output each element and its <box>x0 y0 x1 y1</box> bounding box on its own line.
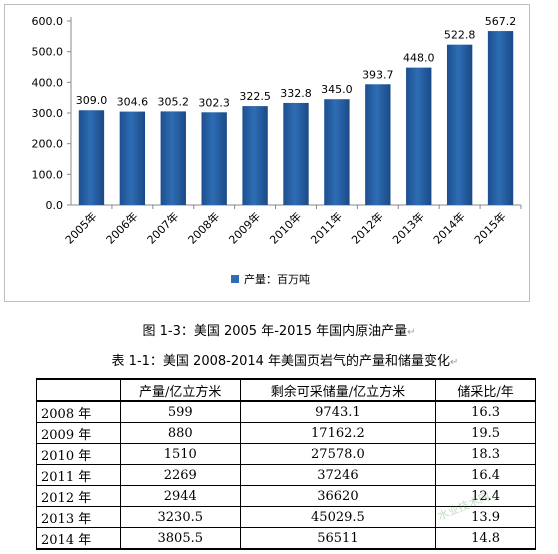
bar <box>201 112 227 205</box>
y-tick-label: 200.0 <box>32 138 64 151</box>
table-header-cell: 产量/亿立方米 <box>119 378 241 402</box>
year-cell: 2013 年 <box>36 506 121 528</box>
bar <box>283 102 309 205</box>
bar <box>160 111 186 205</box>
bar-value-label: 332.8 <box>280 87 312 100</box>
bar-value-label: 309.0 <box>76 94 108 107</box>
bar <box>446 44 473 205</box>
value-cell: 18.3 <box>435 443 536 465</box>
value-cell: 16.3 <box>435 400 536 423</box>
value-cell: 2944 <box>119 485 241 507</box>
legend-label: 产量：百万吨 <box>244 272 310 286</box>
bar <box>406 67 432 205</box>
bar-value-label: 304.6 <box>117 96 149 109</box>
value-cell: 56511 <box>239 527 437 550</box>
bar-value-label: 322.5 <box>239 90 271 103</box>
y-tick-label: 500.0 <box>32 46 64 59</box>
x-tick-label: 2010年 <box>267 209 304 246</box>
x-tick-label: 2013年 <box>389 209 426 246</box>
table-row: 2008 年 599 9743.1 16.3 <box>36 400 536 423</box>
bar <box>365 84 391 205</box>
legend-swatch <box>231 275 239 283</box>
table-caption-text: 表 1-1：美国 2008-2014 年美国页岩气的产量和储量变化 <box>111 354 451 369</box>
x-tick-label: 2009年 <box>226 209 263 246</box>
value-cell: 2269 <box>119 464 241 486</box>
table-row: 2009 年 880 17162.2 19.5 <box>36 422 536 444</box>
year-cell: 2014 年 <box>36 527 121 550</box>
bar-value-label: 305.2 <box>158 95 190 108</box>
x-tick-label: 2006年 <box>103 209 140 246</box>
production-bar-chart: 0.0 100.0 200.0 300.0 400.0 500.0 600.0 309.0 20… <box>32 15 522 286</box>
x-tick-label: 2007年 <box>144 209 181 246</box>
figure-caption: 图 1-3：美国 2005 年-2015 年国内原油产量↵ <box>0 320 558 339</box>
value-cell: 3230.5 <box>119 506 241 528</box>
x-tick-label: 2005年 <box>62 209 99 246</box>
value-cell: 36620 <box>239 485 437 507</box>
x-tick-label: 2014年 <box>430 209 467 246</box>
value-cell: 16.4 <box>435 464 536 486</box>
bar <box>324 99 350 205</box>
value-cell: 37246 <box>239 464 437 486</box>
bar <box>242 106 268 205</box>
table-header-cell <box>36 378 121 402</box>
bar-value-label: 448.0 <box>403 52 435 65</box>
value-cell: 599 <box>119 400 241 423</box>
value-cell: 880 <box>119 422 241 444</box>
value-cell: 3805.5 <box>119 527 241 550</box>
bar <box>78 110 105 205</box>
year-cell: 2011 年 <box>36 464 121 486</box>
figure-caption-text: 图 1-3：美国 2005 年-2015 年国内原油产量 <box>142 324 408 339</box>
table-header-cell: 剩余可采储量/亿立方米 <box>239 378 437 402</box>
year-cell: 2012 年 <box>36 485 121 507</box>
value-cell: 14.8 <box>435 527 536 550</box>
table-row: 2011 年 2269 37246 16.4 <box>36 464 536 486</box>
value-cell: 19.5 <box>435 422 536 444</box>
table-row: 2014 年 3805.5 56511 14.8 <box>36 527 536 550</box>
value-cell: 9743.1 <box>239 400 437 423</box>
year-cell: 2009 年 <box>36 422 121 444</box>
year-cell: 2010 年 <box>36 443 121 465</box>
year-cell: 2008 年 <box>36 400 121 423</box>
value-cell: 17162.2 <box>239 422 437 444</box>
shale-gas-table: 产量/亿立方米 剩余可采储量/亿立方米 储采比/年 2008 年 599 9743.… <box>36 378 536 550</box>
y-tick-label: 600.0 <box>32 15 64 28</box>
value-cell: 45029.5 <box>239 506 437 528</box>
y-tick-label: 400.0 <box>32 76 64 89</box>
x-tick-label: 2011年 <box>308 209 345 246</box>
bar-value-label: 345.0 <box>321 83 353 96</box>
value-cell: 13.9 <box>435 506 536 528</box>
bar-value-label: 567.2 <box>485 15 517 28</box>
bar <box>487 31 514 205</box>
y-tick-label: 100.0 <box>32 168 64 181</box>
paragraph-mark-icon: ↵ <box>407 327 416 338</box>
bar-value-label: 302.3 <box>198 96 230 109</box>
x-tick-label: 2012年 <box>348 209 385 246</box>
table-row: 2013 年 3230.5 45029.5 13.9 <box>36 506 536 528</box>
table-header-row: 产量/亿立方米 剩余可采储量/亿立方米 储采比/年 <box>36 378 536 402</box>
bar <box>119 111 146 205</box>
table-row: 2010 年 1510 27578.0 18.3 <box>36 443 536 465</box>
y-tick-label: 0.0 <box>46 199 64 212</box>
table-header-cell: 储采比/年 <box>435 378 536 402</box>
x-tick-label: 2008年 <box>185 209 222 246</box>
chart-frame: 0.0 100.0 200.0 300.0 400.0 500.0 600.0 309.0 20… <box>4 4 530 302</box>
paragraph-mark-icon: ↵ <box>450 357 459 368</box>
value-cell: 27578.0 <box>239 443 437 465</box>
bar-value-label: 522.8 <box>444 29 476 42</box>
value-cell: 1510 <box>119 443 241 465</box>
y-tick-label: 300.0 <box>32 107 64 120</box>
table-caption: 表 1-1：美国 2008-2014 年美国页岩气的产量和储量变化↵ <box>6 350 558 369</box>
bar-value-label: 393.7 <box>362 68 394 81</box>
x-tick-label: 2015年 <box>471 209 508 246</box>
